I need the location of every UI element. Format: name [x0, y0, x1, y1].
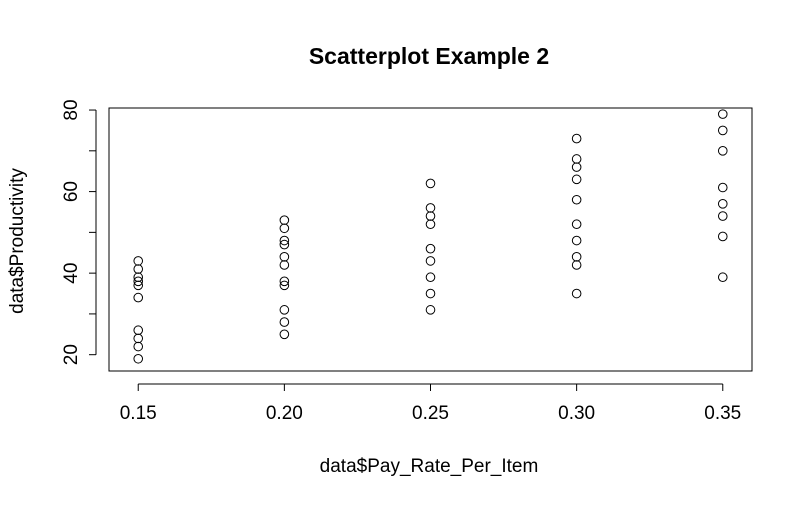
data-point [279, 252, 290, 262]
data-point [717, 211, 728, 221]
data-point [279, 329, 290, 340]
y-axis: 20 40 60 80 [61, 99, 97, 365]
data-point [425, 256, 436, 266]
data-point [717, 182, 728, 193]
data-point [425, 203, 436, 213]
y-tick-label: 20 [61, 344, 82, 365]
data-point [133, 325, 144, 336]
data-point [133, 276, 144, 287]
chart-title: Scatterplot Example 2 [309, 43, 549, 69]
data-point [571, 194, 582, 205]
data-point [717, 199, 728, 209]
data-point [425, 305, 436, 315]
data-point [279, 280, 290, 291]
data-point [279, 317, 290, 327]
y-axis-label: data$Productivity [7, 168, 28, 314]
data-point [571, 260, 582, 270]
data-point [571, 235, 582, 246]
data-point [717, 231, 728, 242]
x-tick-label: 0.35 [704, 403, 741, 424]
data-point [425, 272, 436, 283]
data-point [133, 353, 144, 364]
data-point [571, 162, 582, 172]
data-point [425, 288, 436, 299]
x-tick-label: 0.30 [558, 403, 595, 424]
x-tick-label: 0.20 [266, 403, 303, 424]
data-points [133, 109, 728, 364]
data-point [571, 154, 582, 164]
data-point [133, 264, 144, 274]
data-point [717, 272, 728, 283]
data-point [279, 215, 290, 225]
data-point [717, 125, 728, 136]
x-axis-label: data$Pay_Rate_Per_Item [320, 456, 539, 477]
data-point [425, 178, 436, 189]
plot-frame [108, 107, 753, 372]
data-point [279, 223, 290, 234]
data-point [571, 288, 582, 299]
data-point [717, 109, 728, 119]
x-tick-label: 0.15 [120, 403, 157, 424]
data-point [133, 333, 144, 344]
data-point [279, 260, 290, 270]
data-point [279, 305, 290, 315]
data-point [571, 252, 582, 262]
data-point [279, 235, 290, 246]
data-point [133, 256, 144, 266]
x-axis: 0.15 0.20 0.25 0.30 0.35 [120, 383, 741, 424]
data-point [279, 276, 290, 287]
data-point [425, 211, 436, 221]
data-point [425, 219, 436, 230]
data-point [279, 239, 290, 250]
data-point [425, 243, 436, 254]
data-point [133, 292, 144, 303]
y-tick-label: 40 [61, 263, 82, 284]
data-point [133, 341, 144, 352]
y-tick-label: 80 [61, 99, 82, 120]
data-point [717, 146, 728, 156]
data-point [133, 280, 144, 291]
x-tick-label: 0.25 [412, 403, 449, 424]
y-tick-label: 60 [61, 181, 82, 202]
data-point [571, 219, 582, 230]
data-point [571, 174, 582, 185]
data-point [571, 133, 582, 144]
